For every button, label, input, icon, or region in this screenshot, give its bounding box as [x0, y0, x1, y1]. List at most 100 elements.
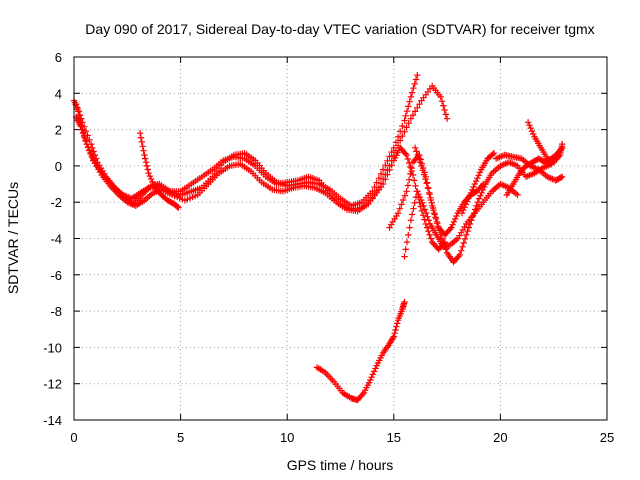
data-point	[526, 122, 533, 129]
data-point	[140, 147, 147, 154]
data-point	[392, 326, 399, 334]
y-tick-label: -6	[50, 268, 62, 283]
data-point	[474, 175, 481, 182]
data-point	[411, 80, 418, 88]
data-point	[91, 151, 99, 159]
data-point	[461, 204, 468, 211]
data-point	[401, 128, 408, 135]
y-tick-label: 6	[55, 50, 62, 65]
data-point	[412, 76, 420, 83]
data-point	[414, 72, 421, 79]
series-arc-3	[72, 101, 449, 253]
data-point	[473, 202, 480, 209]
data-point	[401, 117, 408, 124]
data-point	[406, 98, 413, 105]
data-point	[418, 162, 425, 170]
data-point	[379, 180, 387, 188]
data-point	[419, 199, 426, 207]
data-point	[418, 207, 426, 215]
data-point	[408, 89, 416, 96]
data-point	[394, 320, 401, 327]
data-point	[463, 231, 470, 239]
data-point	[530, 130, 537, 138]
data-point	[371, 183, 378, 191]
data-point	[403, 151, 410, 159]
y-tick-label: 0	[55, 159, 62, 174]
y-tick-labels: -14 -12 -10 -8 -6 -4 -2 0 2 4 6	[43, 50, 62, 428]
data-point	[382, 176, 389, 183]
data-point	[478, 189, 485, 196]
y-tick-label: 2	[55, 123, 62, 138]
data-point	[394, 133, 402, 141]
data-point	[424, 213, 431, 220]
data-point	[438, 98, 446, 105]
data-point	[474, 199, 481, 206]
data-point	[432, 214, 439, 221]
data-point	[410, 85, 417, 92]
data-point	[372, 365, 379, 372]
data-point	[475, 195, 483, 202]
data-point	[371, 368, 378, 375]
data-point	[427, 194, 434, 201]
data-point	[466, 220, 474, 228]
data-point	[425, 217, 432, 224]
data-point	[74, 104, 81, 111]
data-point	[443, 115, 451, 122]
data-point	[423, 209, 430, 217]
data-point	[434, 223, 442, 230]
data-point	[423, 180, 430, 187]
data-point	[420, 202, 427, 209]
data-point	[86, 147, 93, 154]
data-point	[403, 107, 411, 115]
data-point	[382, 162, 389, 169]
data-point	[377, 170, 385, 178]
data-point	[139, 143, 146, 150]
data-point	[514, 191, 521, 199]
data-point	[458, 209, 466, 217]
data-point	[398, 201, 405, 208]
data-point	[407, 217, 415, 224]
data-point	[175, 204, 182, 211]
data-point	[476, 169, 484, 176]
data-point	[462, 201, 470, 208]
data-point	[402, 246, 409, 253]
data-point	[421, 216, 428, 223]
data-point	[375, 175, 383, 182]
data-point	[408, 211, 416, 218]
grid-layer	[74, 57, 607, 420]
data-point	[137, 134, 145, 141]
data-point	[449, 221, 456, 228]
y-tick-label: -4	[50, 232, 62, 247]
data-point	[466, 192, 473, 199]
data-point	[419, 167, 426, 174]
data-point	[78, 115, 85, 122]
data-point	[408, 164, 415, 172]
data-point	[388, 148, 395, 156]
data-point	[141, 151, 148, 159]
data-point	[82, 127, 90, 135]
data-point	[388, 162, 395, 169]
data-point	[79, 119, 86, 126]
data-point	[442, 246, 449, 253]
y-axis-title: SDTVAR / TECUs	[5, 182, 21, 294]
data-point	[417, 203, 424, 210]
series-arc-12	[524, 119, 566, 166]
data-point	[489, 151, 496, 158]
data-point	[409, 111, 417, 119]
data-point	[421, 206, 429, 213]
data-point	[373, 179, 380, 186]
data-point	[557, 174, 565, 181]
data-point	[446, 225, 454, 233]
data-point	[424, 184, 432, 191]
data-point	[452, 215, 459, 223]
data-point	[433, 218, 441, 225]
data-point	[481, 183, 488, 191]
y-tick-label: -2	[50, 195, 62, 210]
data-point	[399, 132, 406, 140]
series-arc-5	[313, 298, 408, 404]
data-point	[463, 198, 471, 205]
y-tick-label: 4	[55, 86, 62, 101]
data-point	[403, 188, 410, 195]
data-point	[464, 228, 471, 235]
